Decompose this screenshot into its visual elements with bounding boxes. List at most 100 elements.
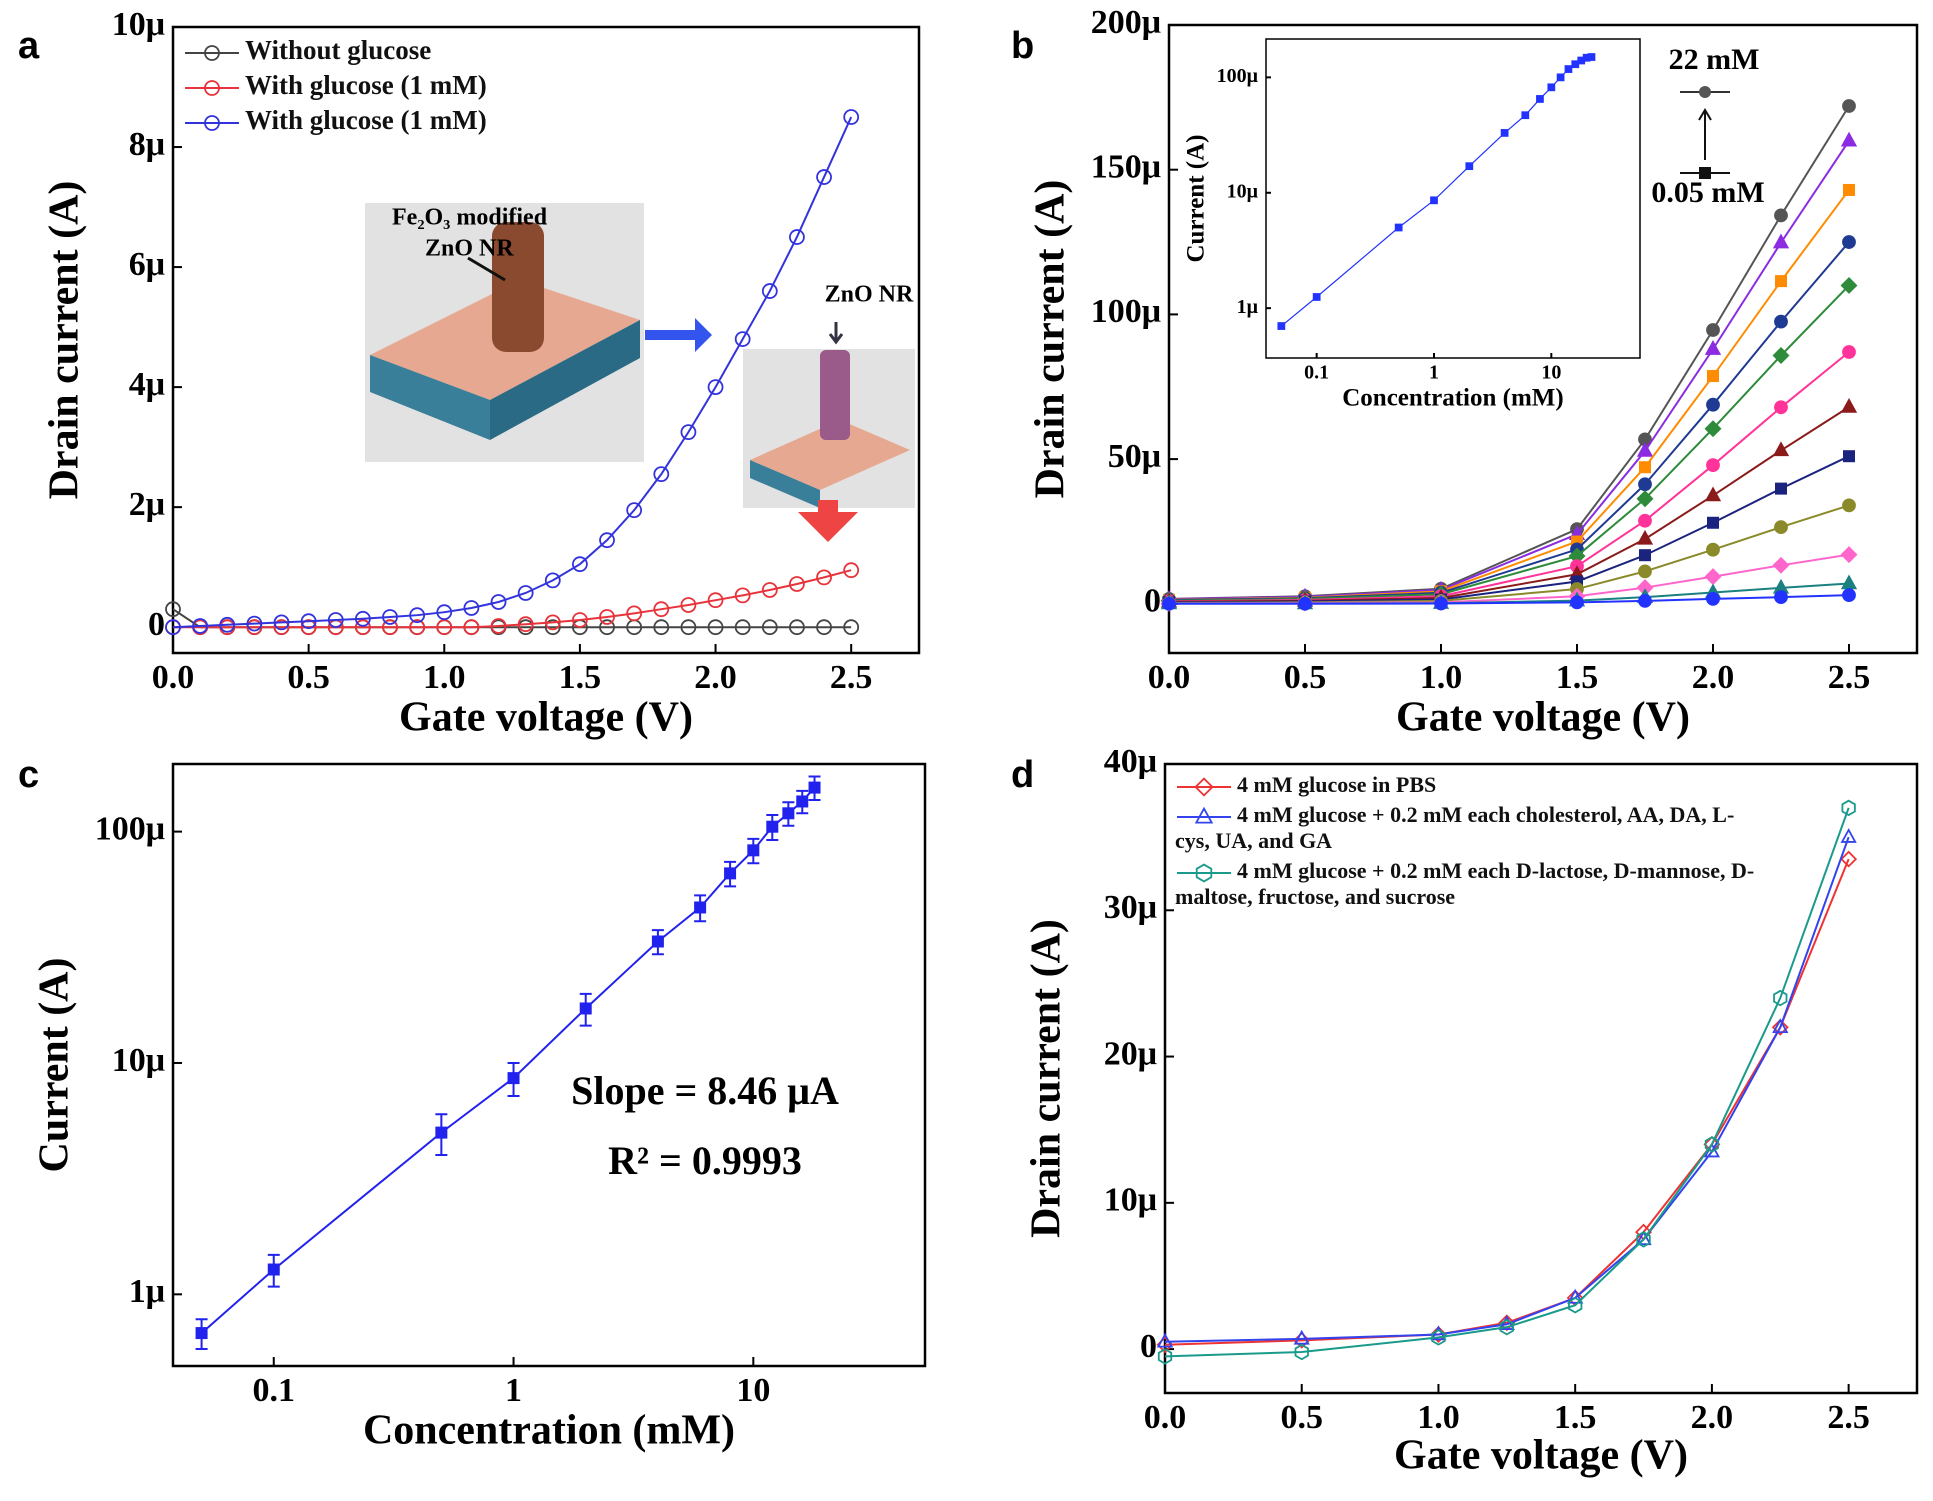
data-point — [1840, 546, 1858, 564]
legend-marker — [1195, 863, 1213, 883]
data-point — [1704, 420, 1722, 438]
annotation: R² = 0.9993 — [608, 1138, 802, 1183]
y-tick-label: 150μ — [1091, 148, 1161, 185]
y-axis-label: Current (A) — [1183, 135, 1210, 263]
data-point — [1636, 490, 1654, 508]
data-point — [490, 618, 507, 634]
legend-label: 4 mM glucose in PBS — [1237, 772, 1437, 797]
data-point — [1771, 1018, 1789, 1036]
y-tick-label: 10μ — [112, 6, 165, 43]
legend-label: 4 mM glucose + 0.2 mM each D-lactose, D-… — [1175, 858, 1755, 909]
data-point — [789, 619, 805, 636]
data-point — [1434, 596, 1448, 611]
data-point — [1843, 183, 1856, 196]
data-point — [1638, 513, 1652, 528]
data-point — [1536, 95, 1544, 103]
data-point — [1772, 233, 1790, 249]
data-point — [626, 502, 643, 519]
data-point — [680, 424, 697, 441]
series-line — [1164, 807, 1850, 1358]
x-tick-label: 0.5 — [1284, 659, 1327, 696]
data-point — [653, 601, 670, 618]
data-point — [843, 562, 860, 579]
data-point — [1499, 1318, 1514, 1336]
x-tick-label: 1 — [505, 1372, 522, 1409]
y-tick-label: 0 — [148, 606, 165, 643]
substrate-side — [370, 355, 490, 440]
data-point — [1842, 235, 1856, 249]
plot-frame — [1163, 762, 1919, 1395]
data-point — [599, 532, 615, 549]
data-point — [300, 613, 317, 630]
panel-label: a — [18, 25, 40, 67]
arrow — [798, 500, 858, 542]
data-point — [707, 619, 724, 636]
data-point — [544, 614, 561, 631]
x-tick-label: 2.0 — [694, 659, 737, 696]
data-point — [734, 587, 751, 604]
data-point — [354, 619, 371, 636]
data-point — [1840, 397, 1858, 413]
data-point — [1636, 1231, 1651, 1248]
data-point — [816, 569, 832, 586]
data-point — [1704, 1136, 1720, 1153]
data-point — [1638, 594, 1652, 608]
data-point — [382, 609, 398, 625]
data-point — [1564, 65, 1573, 73]
panel-label: c — [18, 754, 39, 796]
y-tick-label: 10μ — [1227, 180, 1259, 202]
arrow — [1698, 108, 1712, 160]
data-point — [680, 619, 697, 636]
legend-label: With glucose (1 mM) — [245, 70, 487, 100]
data-point — [1774, 590, 1788, 605]
data-point — [1840, 131, 1858, 147]
data-point — [267, 1263, 280, 1276]
data-point — [653, 619, 670, 636]
data-point — [789, 229, 805, 245]
data-point — [1843, 450, 1856, 463]
legend: 4 mM glucose in PBS 4 mM glucose + 0.2 mM… — [1175, 772, 1755, 914]
x-tick-label: 2.5 — [1828, 659, 1871, 696]
y-tick-label: 10μ — [1104, 1182, 1157, 1219]
data-point — [651, 935, 664, 948]
range-indicator — [1680, 86, 1730, 179]
panel-label: b — [1011, 25, 1034, 67]
data-point — [1156, 1332, 1174, 1348]
data-point — [1842, 498, 1856, 513]
data-point — [789, 576, 805, 592]
annotation: ZnO NR — [825, 282, 914, 308]
data-point — [544, 572, 561, 589]
indicator-marker — [1699, 167, 1711, 179]
y-tick-label: 200μ — [1091, 4, 1161, 41]
data-point — [1638, 477, 1652, 492]
legend-swatch — [1177, 806, 1231, 824]
data-point — [1774, 400, 1788, 415]
data-point — [507, 1072, 520, 1085]
data-point — [219, 616, 236, 633]
data-point — [1704, 340, 1722, 355]
y-tick-label: 50μ — [1108, 438, 1161, 475]
y-axis-label: Drain current (A) — [42, 181, 88, 500]
data-point — [1298, 596, 1312, 611]
data-point — [1570, 595, 1584, 610]
data-point — [1587, 53, 1596, 61]
data-point — [273, 614, 290, 631]
x-tick-label: 1.0 — [423, 659, 466, 696]
data-point — [1635, 1230, 1652, 1246]
data-point — [165, 601, 181, 618]
data-point — [1772, 1018, 1789, 1034]
x-tick-label: 2.0 — [1691, 1399, 1734, 1436]
data-point — [436, 619, 453, 636]
data-point — [816, 619, 832, 636]
nanorod — [820, 350, 850, 440]
x-axis-label: Gate voltage (V) — [1394, 1433, 1688, 1479]
data-point — [1772, 347, 1790, 364]
y-tick-label: 6μ — [129, 246, 165, 283]
data-point — [1430, 1325, 1447, 1341]
x-tick-label: 0.5 — [1280, 1399, 1323, 1436]
x-axis-label: Concentration (mM) — [1342, 385, 1563, 412]
data-point — [1294, 1343, 1309, 1361]
legend-entry: With glucose (1 mM) — [183, 105, 603, 136]
legend: Without glucose With glucose (1 mM) With g… — [183, 35, 603, 140]
